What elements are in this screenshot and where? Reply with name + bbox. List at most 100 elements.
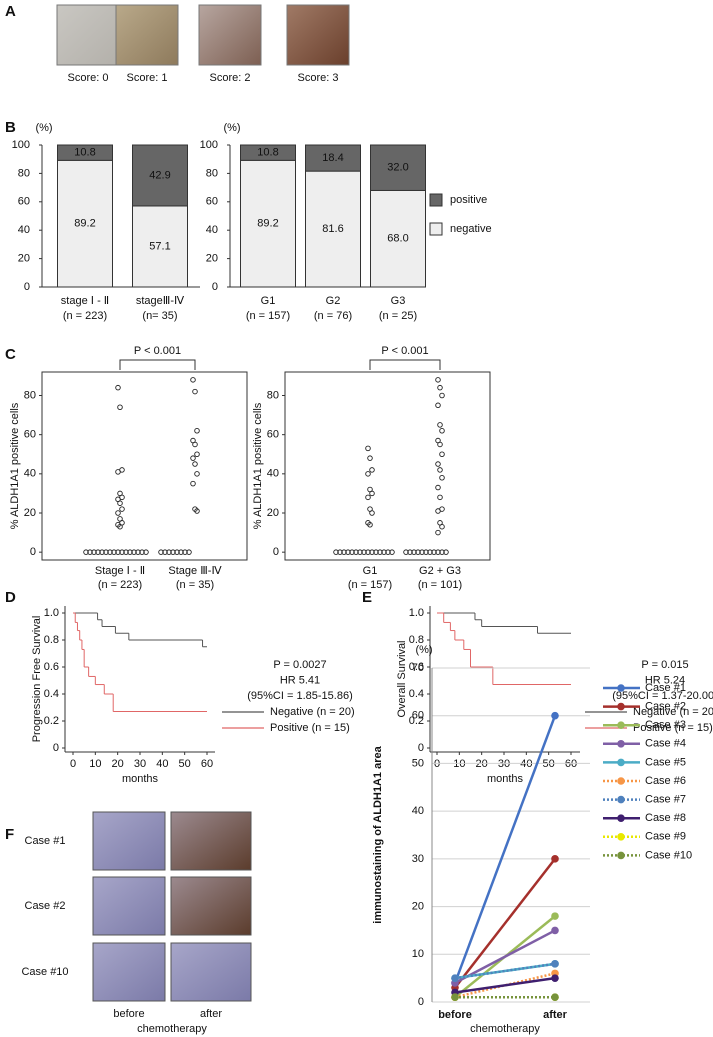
y-tick-label: 80 xyxy=(18,167,30,179)
data-point xyxy=(190,377,196,383)
data-point xyxy=(367,455,373,461)
series-line xyxy=(454,972,556,999)
data-point xyxy=(162,549,168,555)
data-point xyxy=(435,549,441,555)
data-point xyxy=(431,549,437,555)
x-tick-note: (n= 35) xyxy=(142,310,177,322)
value-label: 32.0 xyxy=(387,162,408,174)
data-point xyxy=(174,549,180,555)
series-line xyxy=(454,929,556,985)
data-point xyxy=(194,471,200,477)
unit-label: (%) xyxy=(415,644,432,656)
y-tick-label: 40 xyxy=(24,468,36,480)
data-point xyxy=(117,523,123,530)
data-point xyxy=(551,912,559,920)
data-point xyxy=(385,549,391,555)
y-tick-label: 0.6 xyxy=(44,661,59,673)
value-label: 42.9 xyxy=(149,169,170,181)
data-point xyxy=(178,549,184,555)
legend-swatch xyxy=(429,193,443,207)
data-point xyxy=(415,549,421,555)
y-tick-label: 10 xyxy=(412,948,424,960)
data-point xyxy=(411,549,417,555)
y-tick-label: 20 xyxy=(206,253,218,265)
data-point xyxy=(91,549,97,555)
row-label: Case #10 xyxy=(21,966,68,978)
data-point xyxy=(437,494,443,501)
data-point xyxy=(190,480,196,487)
data-point xyxy=(369,490,375,497)
x-tick-note: (n = 35) xyxy=(176,579,214,591)
y-tick-label: 1.0 xyxy=(409,607,424,619)
data-point xyxy=(407,549,413,555)
y-tick-label: 0.2 xyxy=(44,715,59,727)
legend-label: Negative (n = 20) xyxy=(270,706,355,718)
x-tick-note: (n = 25) xyxy=(379,310,417,322)
data-point xyxy=(551,993,559,1002)
data-point xyxy=(115,469,121,475)
legend-label: Case #5 xyxy=(645,756,686,768)
histology-image xyxy=(170,811,252,871)
data-point xyxy=(361,549,367,555)
data-point xyxy=(192,388,198,395)
annotation: HR 5.41 xyxy=(280,674,320,686)
data-point xyxy=(115,549,121,555)
y-tick-label: 20 xyxy=(24,507,36,519)
y-tick-label: 0.4 xyxy=(409,688,424,700)
legend-marker xyxy=(617,814,625,822)
data-point xyxy=(403,549,409,555)
histology-image xyxy=(286,4,350,66)
data-point xyxy=(166,549,172,555)
x-tick-label: stage Ⅰ - Ⅱ xyxy=(61,295,109,307)
data-point xyxy=(443,549,449,555)
data-point xyxy=(439,523,445,530)
legend-marker xyxy=(617,740,625,748)
bar-segment xyxy=(57,144,113,161)
data-point xyxy=(377,549,383,555)
legend-marker xyxy=(617,684,625,692)
panel-label: A xyxy=(5,3,16,20)
legend-label: Case #4 xyxy=(645,738,686,750)
value-label: 10.8 xyxy=(257,147,278,159)
data-point xyxy=(389,549,395,555)
data-point xyxy=(367,522,373,528)
x-tick-note: (n = 157) xyxy=(246,310,290,322)
legend-label: Case #10 xyxy=(645,849,692,861)
y-tick-label: 60 xyxy=(18,196,30,208)
bracket xyxy=(119,359,196,370)
data-point xyxy=(435,529,441,536)
y-tick-label: 0 xyxy=(24,281,30,293)
x-tick-note: (n = 76) xyxy=(314,310,352,322)
y-tick-label: 0.4 xyxy=(44,688,59,700)
series-line xyxy=(454,858,556,989)
annotation: (95%CI = 1.37-20.00) xyxy=(612,690,713,702)
x-tick-label: 40 xyxy=(156,758,168,770)
data-point xyxy=(427,549,433,555)
histology-image xyxy=(115,4,179,66)
legend-marker xyxy=(617,758,625,767)
data-point xyxy=(115,384,121,391)
x-tick-label: before xyxy=(438,1009,472,1021)
data-point xyxy=(117,404,123,411)
y-tick-label: 100 xyxy=(12,139,30,151)
data-point xyxy=(158,549,164,555)
panel-label: F xyxy=(5,826,14,843)
data-point xyxy=(131,549,137,555)
y-tick-label: 20 xyxy=(412,900,424,912)
y-tick-label: 70 xyxy=(412,662,424,674)
data-point xyxy=(115,510,121,516)
data-point xyxy=(365,549,371,555)
y-tick-label: 20 xyxy=(267,507,279,519)
value-label: 81.6 xyxy=(322,223,343,235)
data-point xyxy=(123,549,129,555)
y-tick-label: 0.8 xyxy=(44,634,59,646)
panel-label: E xyxy=(362,589,372,606)
series-line xyxy=(454,962,556,980)
bar-segment xyxy=(132,205,188,288)
bar-segment xyxy=(132,144,188,207)
data-point xyxy=(333,549,339,555)
data-point xyxy=(451,993,459,1002)
value-label: 68.0 xyxy=(387,233,408,245)
data-point xyxy=(373,549,379,555)
data-point xyxy=(182,549,188,555)
